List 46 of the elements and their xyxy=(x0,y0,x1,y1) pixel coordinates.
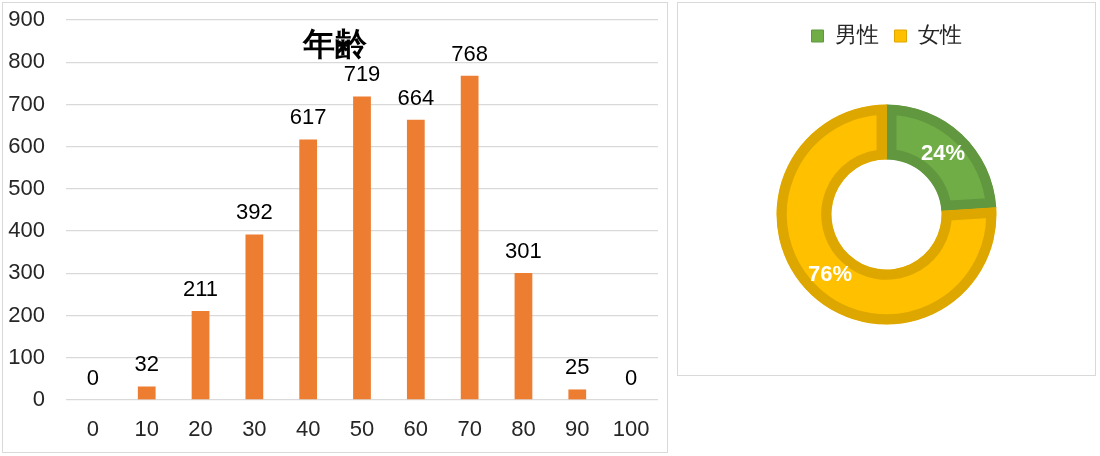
data-label: 301 xyxy=(505,237,542,263)
legend-label: 女性 xyxy=(917,22,962,48)
x-tick-label: 100 xyxy=(612,416,650,442)
bar xyxy=(191,310,210,400)
y-tick-label: 600 xyxy=(8,132,45,158)
x-tick-label: 90 xyxy=(565,416,590,442)
y-tick-label: 200 xyxy=(8,301,45,327)
x-tick-label: 40 xyxy=(295,416,321,442)
data-label: 617 xyxy=(289,104,327,130)
x-tick-label: 10 xyxy=(134,416,159,442)
y-tick-label: 300 xyxy=(8,259,45,285)
x-tick-label: 30 xyxy=(242,416,267,442)
bar xyxy=(514,272,533,400)
x-tick-label: 80 xyxy=(511,416,536,442)
data-label: 24% xyxy=(920,140,965,166)
data-label: 768 xyxy=(451,40,488,66)
x-tick-label: 20 xyxy=(188,416,213,442)
legend-label: 男性 xyxy=(834,22,879,48)
x-tick-label: 0 xyxy=(86,416,100,442)
bar xyxy=(353,96,371,400)
bar xyxy=(137,386,156,400)
bar xyxy=(245,234,264,400)
x-tick-label: 50 xyxy=(349,416,375,442)
data-label: 32 xyxy=(134,351,159,377)
data-label: 25 xyxy=(565,354,590,380)
data-label: 392 xyxy=(236,199,273,225)
y-tick-label: 100 xyxy=(8,343,45,369)
x-tick-label: 70 xyxy=(457,416,482,442)
bar xyxy=(406,119,425,400)
y-tick-label: 800 xyxy=(8,48,45,74)
y-tick-label: 0 xyxy=(32,386,45,412)
data-label: 719 xyxy=(343,61,381,87)
y-tick-label: 400 xyxy=(8,217,45,243)
data-label: 76% xyxy=(808,260,853,286)
bar xyxy=(299,139,318,400)
y-tick-label: 700 xyxy=(8,90,45,116)
data-label: 0 xyxy=(624,365,638,390)
y-tick-label: 500 xyxy=(8,174,45,200)
data-label: 664 xyxy=(397,84,435,110)
bar xyxy=(460,75,479,400)
data-label: 211 xyxy=(183,275,219,301)
chart-title: 年齢 xyxy=(302,25,367,62)
bar xyxy=(568,389,587,400)
data-label: 0 xyxy=(86,365,100,390)
y-tick-label: 900 xyxy=(8,6,45,32)
x-tick-label: 60 xyxy=(403,416,429,442)
